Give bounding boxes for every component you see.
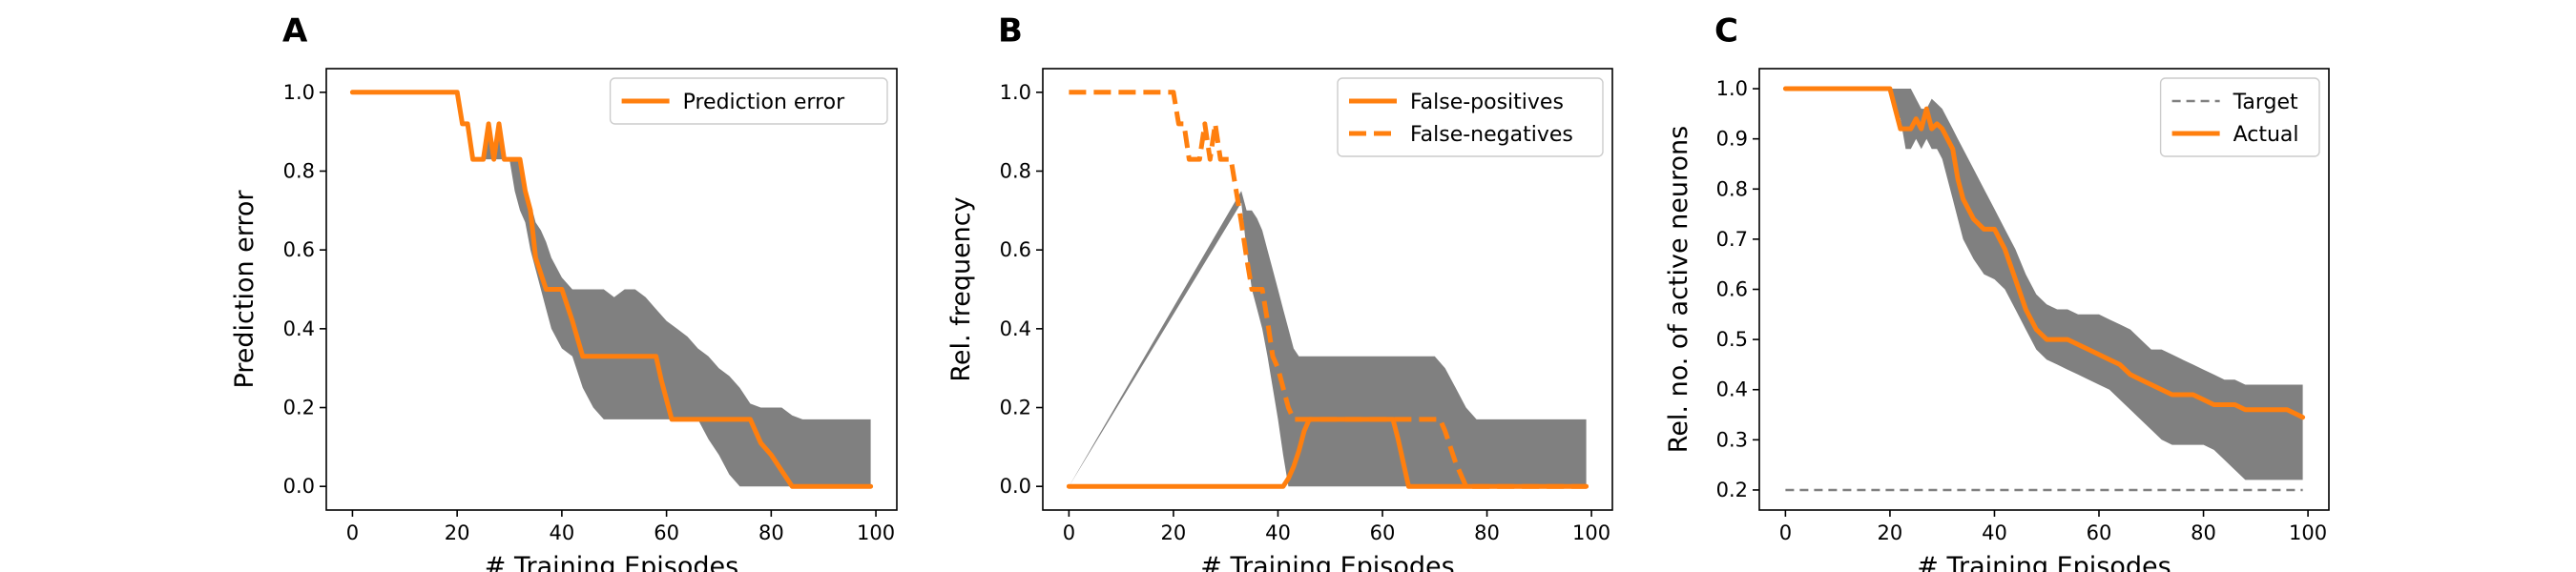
legend: False-positives False-negatives	[1337, 77, 1604, 157]
panel-letter: B	[998, 12, 1023, 51]
x-axis-label: # Training Episodes	[1200, 552, 1454, 572]
x-tick-label: 40	[550, 521, 575, 544]
panel-b: B 0 20 40 60 80 100 0.0 0.2 0.4 0.6 0.8 1.0 # Trainin…	[946, 12, 1613, 572]
y-tick-label: 0.8	[283, 159, 315, 182]
y-tick-label: 0.4	[283, 317, 315, 340]
y-tick-label: 0.9	[1716, 128, 1748, 151]
x-tick-label: 0	[346, 521, 359, 544]
x-tick-label: 60	[2087, 521, 2112, 544]
y-tick-label: 0.6	[1000, 238, 1031, 261]
x-tick-label: 20	[445, 521, 470, 544]
y-tick-label: 1.0	[1716, 77, 1748, 100]
panel-letter: C	[1714, 12, 1738, 51]
x-tick-label: 80	[758, 521, 784, 544]
y-axis-label: Prediction error	[230, 190, 260, 389]
legend-box	[1337, 77, 1604, 157]
plot-frame	[1042, 68, 1613, 511]
y-tick-label: 0.4	[1716, 378, 1748, 401]
x-tick-label: 80	[2191, 521, 2216, 544]
series-line-1	[1069, 90, 1587, 489]
y-tick-label: 0.3	[1716, 428, 1748, 451]
panel-letter: A	[282, 12, 308, 51]
x-tick-label: 0	[1779, 521, 1792, 544]
x-axis-label: # Training Episodes	[485, 552, 738, 572]
y-tick-label: 0.2	[1716, 479, 1748, 501]
panel-a: A 0 20 40 60 80 100 0.0 0.2 0.4 0.6 0.8 1.0 # Trainin…	[230, 12, 898, 572]
x-tick-label: 100	[1572, 521, 1610, 544]
x-tick-label: 60	[654, 521, 679, 544]
y-tick-label: 0.0	[1000, 475, 1031, 498]
legend-box	[2159, 77, 2320, 157]
series-line-0	[349, 90, 874, 489]
legend-label: Actual	[2233, 123, 2299, 147]
legend: Prediction error	[609, 77, 888, 125]
y-tick-label: 1.0	[1000, 81, 1031, 104]
x-tick-label: 80	[1474, 521, 1500, 544]
x-tick-label: 20	[1161, 521, 1187, 544]
x-tick-label: 40	[1265, 521, 1291, 544]
y-axis-label: Rel. frequency	[946, 196, 976, 381]
x-tick-label: 60	[1370, 521, 1396, 544]
y-tick-label: 0.8	[1000, 159, 1031, 182]
series-line-0	[1066, 417, 1589, 489]
x-tick-label: 40	[1982, 521, 2007, 544]
plot-frame	[325, 68, 898, 511]
y-tick-label: 0.8	[1716, 177, 1748, 200]
panel-c: C 0 20 40 60 80 100 0.2 0.3 0.4 0.5 0.6 0.7 0.8 0.9 1.0…	[1664, 12, 2330, 572]
legend: Target Actual	[2159, 77, 2320, 157]
spread-band	[1785, 89, 2303, 480]
x-tick-label: 0	[1063, 521, 1075, 544]
y-tick-label: 1.0	[283, 81, 315, 104]
y-tick-label: 0.2	[1000, 397, 1031, 419]
y-tick-label: 0.0	[283, 475, 315, 498]
series-line-1	[1782, 86, 2306, 420]
x-axis-label: # Training Episodes	[1917, 552, 2171, 572]
y-tick-label: 0.2	[283, 397, 315, 419]
y-tick-label: 0.4	[1000, 317, 1031, 340]
legend-label: Target	[2233, 91, 2298, 114]
x-tick-label: 20	[1878, 521, 1903, 544]
spread-band	[1069, 191, 1587, 487]
legend-label: Prediction error	[683, 91, 845, 114]
x-tick-label: 100	[857, 521, 895, 544]
y-tick-label: 0.6	[1716, 278, 1748, 301]
y-axis-label: Rel. no. of active neurons	[1664, 126, 1693, 453]
x-tick-label: 100	[2289, 521, 2327, 544]
y-tick-label: 0.5	[1716, 328, 1748, 351]
legend-label: False-positives	[1410, 91, 1564, 114]
y-tick-label: 0.7	[1716, 228, 1748, 251]
spread-band	[352, 92, 871, 487]
legend-box	[609, 77, 888, 125]
legend-label: False-negatives	[1410, 123, 1573, 147]
y-tick-label: 0.6	[283, 238, 315, 261]
